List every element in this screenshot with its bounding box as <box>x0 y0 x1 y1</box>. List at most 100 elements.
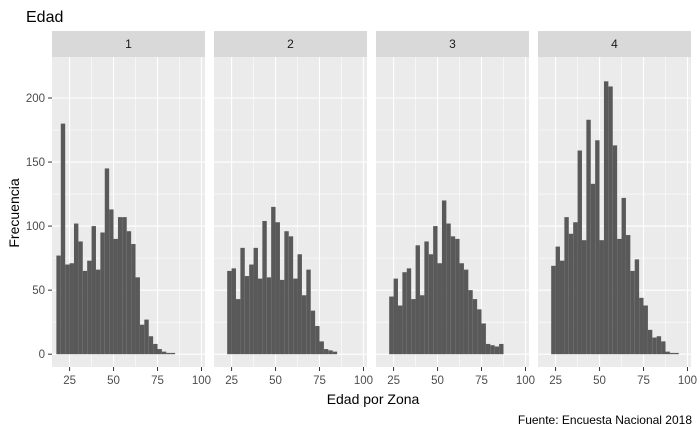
histogram-bar <box>428 254 434 355</box>
histogram-bar <box>271 206 276 355</box>
x-tick-label: 50 <box>431 375 444 387</box>
histogram-bar <box>468 290 473 355</box>
x-tick-label: 75 <box>475 375 488 387</box>
histogram-bar <box>117 217 123 355</box>
x-tick-label: 50 <box>269 375 282 387</box>
histogram-bar <box>406 268 412 355</box>
histogram-bar <box>240 247 245 355</box>
histogram-bar <box>126 231 132 355</box>
histogram-bar <box>389 296 394 355</box>
histogram-bar <box>433 226 438 355</box>
histogram-bar <box>617 238 622 355</box>
histogram-bar <box>573 222 578 355</box>
histogram-bar <box>310 310 316 355</box>
histogram-bar <box>87 260 92 355</box>
histogram-bar <box>608 86 613 355</box>
histogram-bar <box>319 341 324 355</box>
histogram-bar <box>393 278 398 355</box>
histogram-bar <box>266 277 272 355</box>
histogram-bar <box>450 236 456 355</box>
histogram-bar <box>625 235 631 355</box>
histogram-bar <box>397 305 403 355</box>
histogram-bar <box>69 263 74 355</box>
histogram-bar <box>328 350 333 355</box>
histogram-bar <box>153 343 158 355</box>
histogram-bar <box>568 233 574 355</box>
x-tick-label: 100 <box>192 375 211 387</box>
histogram-bar <box>477 309 482 355</box>
histogram-bar <box>109 209 114 355</box>
x-tick-label: 75 <box>637 375 650 387</box>
histogram-bar <box>323 349 329 355</box>
histogram-bar <box>555 246 560 355</box>
histogram-bar <box>104 168 110 355</box>
histogram-bar <box>665 351 670 355</box>
histogram-bar <box>82 270 88 355</box>
histogram-bar <box>95 269 101 355</box>
histogram-bar <box>231 268 236 355</box>
histogram-bar <box>647 329 653 355</box>
histogram-bar <box>65 264 70 355</box>
histogram-bar <box>139 324 145 355</box>
histogram-bar <box>244 276 250 355</box>
x-tick-label: 50 <box>593 375 606 387</box>
histogram-bar <box>551 265 556 355</box>
y-tick-label: 150 <box>26 157 45 169</box>
histogram-bar <box>441 200 447 355</box>
histogram-bar <box>402 272 407 355</box>
histogram-bar <box>56 255 61 355</box>
histogram-bar <box>100 232 105 355</box>
histogram-bar <box>131 244 136 355</box>
histogram-bar <box>262 220 267 355</box>
facet-strip <box>214 31 367 57</box>
facet-strip <box>52 31 205 57</box>
histogram-bar <box>490 345 495 355</box>
histogram-bar <box>73 223 79 355</box>
histogram-bar <box>275 222 280 355</box>
x-tick-label: 100 <box>678 375 697 387</box>
histogram-bar <box>674 352 679 355</box>
y-tick-label: 50 <box>32 285 45 297</box>
histogram-bar <box>301 295 307 355</box>
histogram-bar <box>166 352 171 355</box>
facet-panel-1: 1 25 50 75 100 <box>52 31 211 387</box>
histogram-bar <box>411 299 416 355</box>
histogram-bar <box>669 352 675 355</box>
histogram-bar <box>581 240 587 355</box>
histogram-bar <box>419 295 425 355</box>
histogram-bar <box>161 351 167 355</box>
histogram-bar <box>293 278 298 355</box>
histogram-bar <box>643 305 648 355</box>
y-tick-label: 100 <box>26 221 45 233</box>
x-tick-label: 75 <box>313 375 326 387</box>
histogram-bar <box>446 223 451 355</box>
histogram-bar <box>459 263 464 355</box>
facet-panel-3: 3 25 50 75 100 <box>376 31 535 387</box>
x-axis-title: Edad por Zona <box>327 391 420 407</box>
chart-caption: Fuente: Encuesta Nacional 2018 <box>518 413 692 427</box>
histogram-bar <box>157 349 162 355</box>
y-tick-label: 0 <box>39 349 45 361</box>
histogram-bar <box>603 81 609 355</box>
histogram-bar <box>170 352 176 355</box>
facet-panel-2: 2 25 50 75 100 <box>214 31 373 387</box>
histogram-bar <box>485 343 491 355</box>
histogram-bar <box>472 299 478 355</box>
histogram-bar <box>437 263 442 355</box>
histogram-bar <box>621 197 626 355</box>
facet-strip <box>376 31 529 57</box>
y-tick-label: 200 <box>26 93 45 105</box>
histogram-bar <box>227 270 232 355</box>
histogram-bar <box>595 140 600 355</box>
histogram-bar <box>315 326 320 355</box>
facet-panel-4: 4 25 50 75 100 <box>538 31 697 387</box>
histogram-bar <box>332 351 338 355</box>
histogram-bar <box>284 231 289 355</box>
histogram-bar <box>135 277 140 355</box>
histogram-bar <box>113 238 118 355</box>
facet-panels: 1 25 50 75 100 2 25 50 75 100 3 25 50 75 100 4 25 50 75 100 <box>52 31 697 387</box>
histogram-bar <box>148 336 154 355</box>
x-tick-label: 100 <box>516 375 535 387</box>
histogram-bar <box>297 254 302 355</box>
